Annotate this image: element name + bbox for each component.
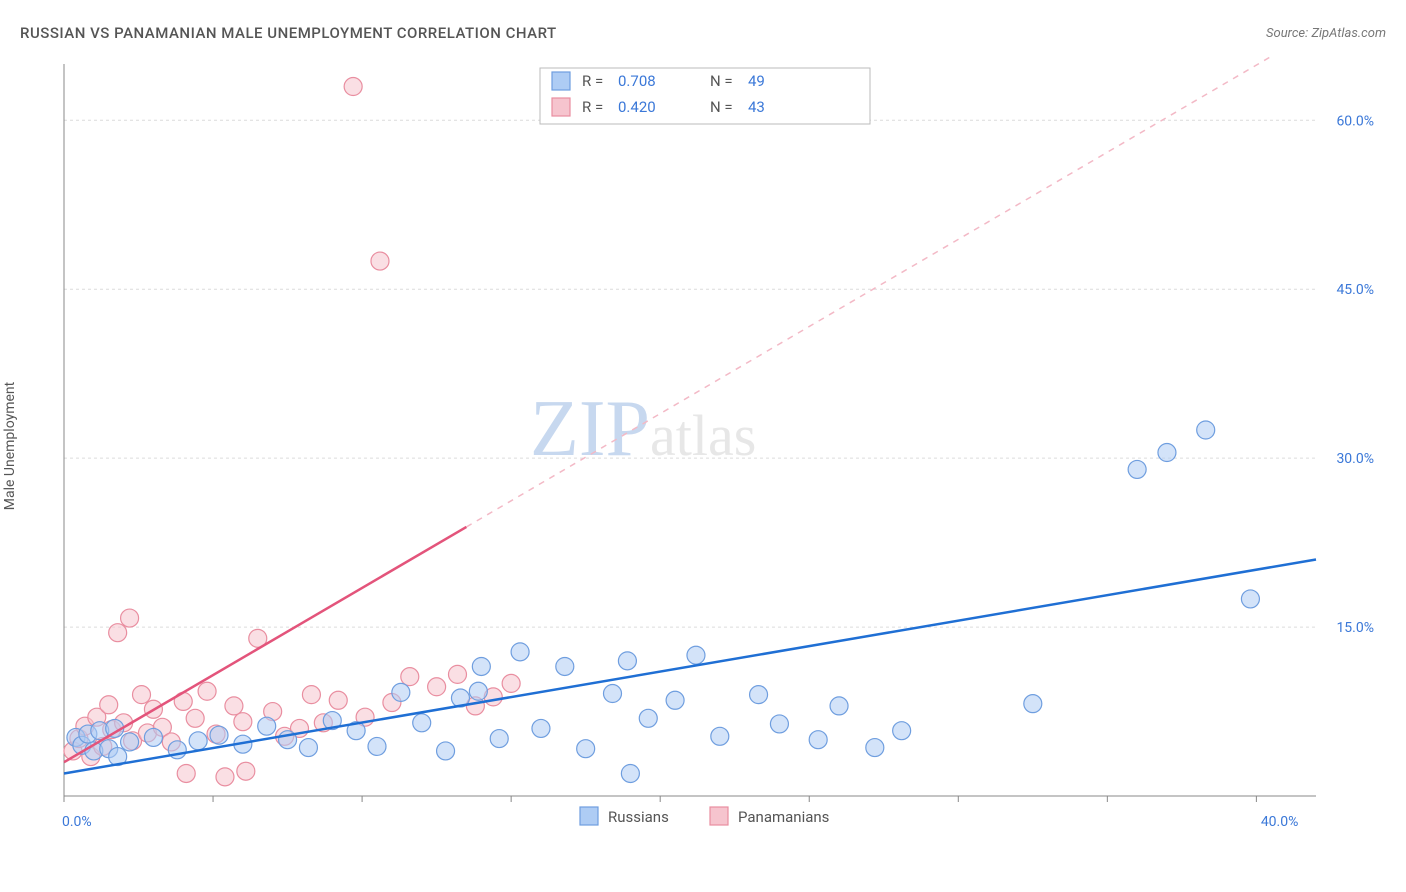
- panamanians-stats-r-value: 0.420: [618, 98, 656, 116]
- russian-point: [750, 686, 768, 704]
- x-tick-label-left: 0.0%: [62, 814, 92, 830]
- russians-legend-swatch: [580, 807, 598, 825]
- chart-title: RUSSIAN VS PANAMANIAN MALE UNEMPLOYMENT …: [20, 24, 557, 42]
- russian-point: [687, 646, 705, 664]
- panamanian-point: [100, 696, 118, 714]
- russians-legend-label: Russians: [608, 808, 669, 826]
- y-tick-label: 15.0%: [1336, 620, 1374, 636]
- russian-point: [490, 730, 508, 748]
- panamanians-stats-swatch: [552, 98, 570, 116]
- russian-point: [189, 732, 207, 750]
- panamanians-stats-n-value: 43: [748, 98, 765, 116]
- russians-stats-r-label: R =: [582, 72, 603, 90]
- russian-point: [299, 739, 317, 757]
- russian-point: [556, 657, 574, 675]
- panamanian-point: [401, 668, 419, 686]
- russian-regression: [64, 560, 1316, 774]
- panamanians-legend-label: Panamanians: [738, 808, 829, 826]
- russian-point: [532, 719, 550, 737]
- source-attribution: Source: ZipAtlas.com: [1266, 26, 1386, 41]
- panamanian-point: [302, 686, 320, 704]
- russian-point: [618, 652, 636, 670]
- panamanian-point: [502, 674, 520, 692]
- russians-stats-r-value: 0.708: [618, 72, 656, 90]
- russian-point: [511, 643, 529, 661]
- russians-stats-n-label: N =: [710, 72, 733, 90]
- russian-point: [577, 740, 595, 758]
- panamanians-legend-swatch: [710, 807, 728, 825]
- russian-point: [830, 697, 848, 715]
- russian-point: [210, 726, 228, 744]
- y-tick-label: 60.0%: [1336, 113, 1374, 129]
- chart-svg: ZIPatlas 15.0% 30.0% 45.0% 60.0% 0.0% 40.0% R =…: [56, 56, 1380, 836]
- source-prefix: Source:: [1266, 26, 1311, 41]
- russian-point: [639, 709, 657, 727]
- panamanian-point: [186, 709, 204, 727]
- y-axis-label: Male Unemployment: [2, 382, 18, 510]
- russian-point: [603, 685, 621, 703]
- panamanian-point: [237, 762, 255, 780]
- russian-point: [258, 717, 276, 735]
- russian-point: [666, 691, 684, 709]
- panamanian-point: [448, 665, 466, 683]
- russian-point: [472, 657, 490, 675]
- russian-point: [866, 739, 884, 757]
- russian-point: [1128, 460, 1146, 478]
- panamanian-point: [371, 252, 389, 270]
- panamanian-point: [344, 78, 362, 96]
- panamanian-point: [177, 764, 195, 782]
- panamanian-point: [329, 691, 347, 709]
- russian-point: [809, 731, 827, 749]
- russian-point: [392, 683, 410, 701]
- russians-stats-n-value: 49: [748, 72, 765, 90]
- panamanian-point: [428, 678, 446, 696]
- russian-point: [1158, 444, 1176, 462]
- russian-point: [1024, 695, 1042, 713]
- y-tick-label: 45.0%: [1336, 282, 1374, 298]
- russian-point: [469, 682, 487, 700]
- russian-point: [413, 714, 431, 732]
- panamanian-point: [216, 768, 234, 786]
- russian-point: [121, 733, 139, 751]
- y-tick-label: 30.0%: [1336, 451, 1374, 467]
- russian-point: [437, 742, 455, 760]
- russian-point: [893, 722, 911, 740]
- russian-point: [368, 737, 386, 755]
- russian-point: [1197, 421, 1215, 439]
- panamanians-stats-r-label: R =: [582, 98, 603, 116]
- russian-point: [621, 764, 639, 782]
- panamanian-point: [225, 697, 243, 715]
- panamanian-point: [234, 713, 252, 731]
- russian-point: [770, 715, 788, 733]
- russian-point: [144, 728, 162, 746]
- russian-point: [1241, 590, 1259, 608]
- chart-plot: ZIPatlas 15.0% 30.0% 45.0% 60.0% 0.0% 40.0% R =…: [56, 56, 1380, 836]
- source-name: ZipAtlas.com: [1311, 26, 1386, 41]
- russians-stats-swatch: [552, 72, 570, 90]
- panamanian-point: [198, 682, 216, 700]
- panamanian-point: [121, 609, 139, 627]
- panamanians-stats-n-label: N =: [710, 98, 733, 116]
- panamanian-point: [133, 686, 151, 704]
- x-tick-label-right: 40.0%: [1261, 814, 1299, 830]
- panamanian-point: [109, 624, 127, 642]
- russian-point: [711, 727, 729, 745]
- watermark: ZIPatlas: [530, 385, 756, 473]
